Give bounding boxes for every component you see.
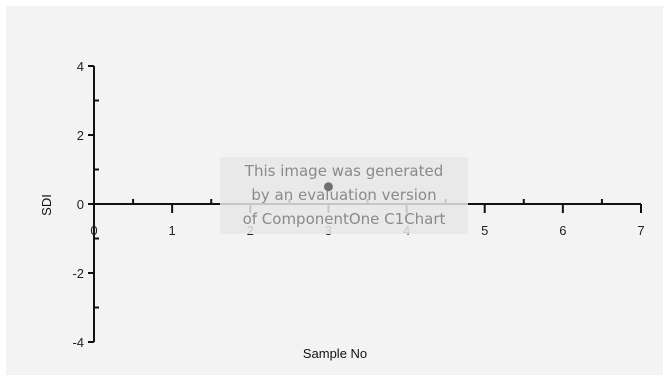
x-tick-label: 0 [90,223,97,238]
x-tick-label: 5 [481,223,488,238]
evaluation-watermark: This image was generated by an evaluatio… [220,157,468,234]
y-tick-label: 2 [77,128,84,143]
x-tick-label: 6 [559,223,566,238]
y-tick-label: 0 [77,197,84,212]
x-axis-title: Sample No [303,346,367,361]
y-tick-label: -2 [72,266,84,281]
watermark-line-1: This image was generated [244,162,443,180]
x-tick-label: 7 [637,223,644,238]
y-axis-title: SDI [39,194,54,216]
watermark-background [220,157,468,234]
watermark-line-2: by an evaluation version [251,186,436,204]
x-tick-label: 1 [169,223,176,238]
data-points [323,182,333,192]
y-tick-label: -4 [72,335,84,350]
watermark-line-3: of ComponentOne C1Chart [243,210,446,228]
data-point [323,182,333,192]
y-tick-label: 4 [77,59,84,74]
